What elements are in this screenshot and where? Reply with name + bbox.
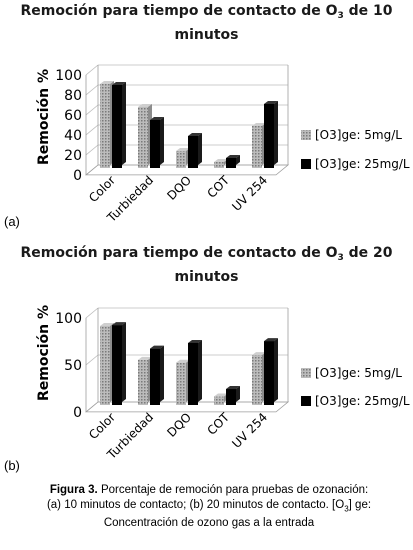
chart-2-title: Remoción para tiempo de contacto de O3 d… [0,244,413,287]
floor [84,164,290,176]
chart-2-title-part1: Remoción para tiempo de contacto de O [20,245,338,261]
bar-top-1-3 [226,155,240,158]
bar-top-1-4 [264,101,278,104]
bar-top-0-2 [176,148,190,151]
legend-swatch-1 [301,159,311,169]
bar-side-1-3 [236,155,240,165]
panel-label-b: (b) [4,458,20,473]
legend-swatch-0 [301,130,311,140]
bar-1-2 [188,342,198,405]
legend-label-1: [O3]ge: 25mg/L [315,394,410,408]
bar-1-3 [226,389,236,405]
bar-top-1-0 [112,322,126,326]
legend-label-0: [O3]ge: 5mg/L [315,128,402,142]
bar-side-1-3 [236,386,240,402]
bar-1-4 [264,341,274,405]
y-tick-label-0: 0 [73,405,82,421]
bar-1-1 [150,348,160,405]
caption-text-2: ] ge: Concentración de ozono gas a la en… [103,499,372,530]
bar-side-1-1 [160,345,164,402]
panel-label-a: (a) [4,214,20,229]
gridline-side-1 [85,144,99,156]
category-label-2: DQO [164,410,194,440]
gridline-side-2 [85,307,99,319]
y-tick-label-3: 60 [64,108,82,124]
y-tick-label-1: 20 [64,148,82,164]
bar-1-1 [150,120,160,168]
chart-2-title-part2: de 20 minutos [174,245,393,285]
bar-side-1-1 [160,117,164,165]
y-tick-label-5: 100 [55,68,82,84]
legend-label-1: [O3]ge: 25mg/L [315,157,410,171]
bar-0-4 [252,355,262,405]
bar-top-0-0 [100,81,114,84]
caption-label: Figura 3. [49,484,98,496]
bar-1-0 [112,325,122,405]
bar-side-1-0 [122,322,126,402]
bar-side-1-4 [274,101,278,165]
bar-top-1-3 [226,386,240,390]
bar-0-2 [176,362,186,405]
bar-side-1-0 [122,82,126,165]
bar-top-0-4 [252,352,266,356]
bar-0-2 [176,151,186,168]
bar-top-0-4 [252,123,266,126]
bar-top-0-3 [214,159,228,162]
bar-0-4 [252,126,262,168]
bar-0-3 [214,162,224,168]
gridline-side-5 [85,64,99,76]
bar-side-1-2 [198,133,202,165]
legend-swatch-0 [301,368,311,378]
category-label-3: COT [204,410,232,438]
y-tick-label-4: 80 [64,88,82,104]
chart-1-title-part2: de 10 minutos [174,3,393,43]
bar-0-0 [100,84,110,168]
bar-1-0 [112,85,122,168]
gridline-side-3 [85,104,99,116]
y-tick-label-2: 100 [55,311,82,327]
y-tick-label-1: 50 [64,358,82,374]
floor [84,401,290,413]
bar-top-1-2 [188,133,202,136]
gridline-side-2 [85,124,99,136]
bar-1-3 [226,158,236,168]
figure-caption: Figura 3. Porcentaje de remoción para pr… [44,483,374,531]
caption-text-1: Porcentaje de remoción para pruebas de o… [46,484,369,511]
bar-top-1-2 [188,339,202,343]
bar-0-1 [138,359,148,405]
bar-0-1 [138,107,148,168]
caption-subscript: 3 [344,504,349,514]
gridline-side-1 [85,354,99,366]
gridline-side-4 [85,84,99,96]
bar-side-1-2 [198,339,202,402]
bar-side-1-4 [274,338,278,402]
legend-swatch-1 [301,396,311,406]
chart-1-title: Remoción para tiempo de contacto de O3 d… [0,2,413,45]
bar-top-1-1 [150,117,164,120]
category-label-0: Color [86,410,118,442]
bar-top-1-1 [150,345,164,349]
bar-0-0 [100,326,110,405]
bar-top-0-3 [214,393,228,397]
bar-top-1-0 [112,82,126,85]
bar-1-2 [188,136,198,168]
y-tick-label-0: 0 [73,168,82,184]
y-tick-label-2: 40 [64,128,82,144]
chart-1-title-part1: Remoción para tiempo de contacto de O [20,3,338,19]
chart-1-title-subscript: 3 [337,11,344,21]
bar-1-4 [264,104,274,168]
bar-0-3 [214,396,224,405]
y-axis-label: Remoción % [36,305,52,401]
bar-top-1-4 [264,338,278,342]
legend-label-0: [O3]ge: 5mg/L [315,366,402,380]
category-label-4: UV 254 [229,410,270,451]
bar-top-0-2 [176,359,190,363]
bar-top-0-1 [138,356,152,360]
y-axis-label: Remoción % [36,69,52,165]
bar-top-0-1 [138,104,152,107]
chart-2-title-subscript: 3 [337,253,344,263]
bar-top-0-0 [100,323,114,327]
